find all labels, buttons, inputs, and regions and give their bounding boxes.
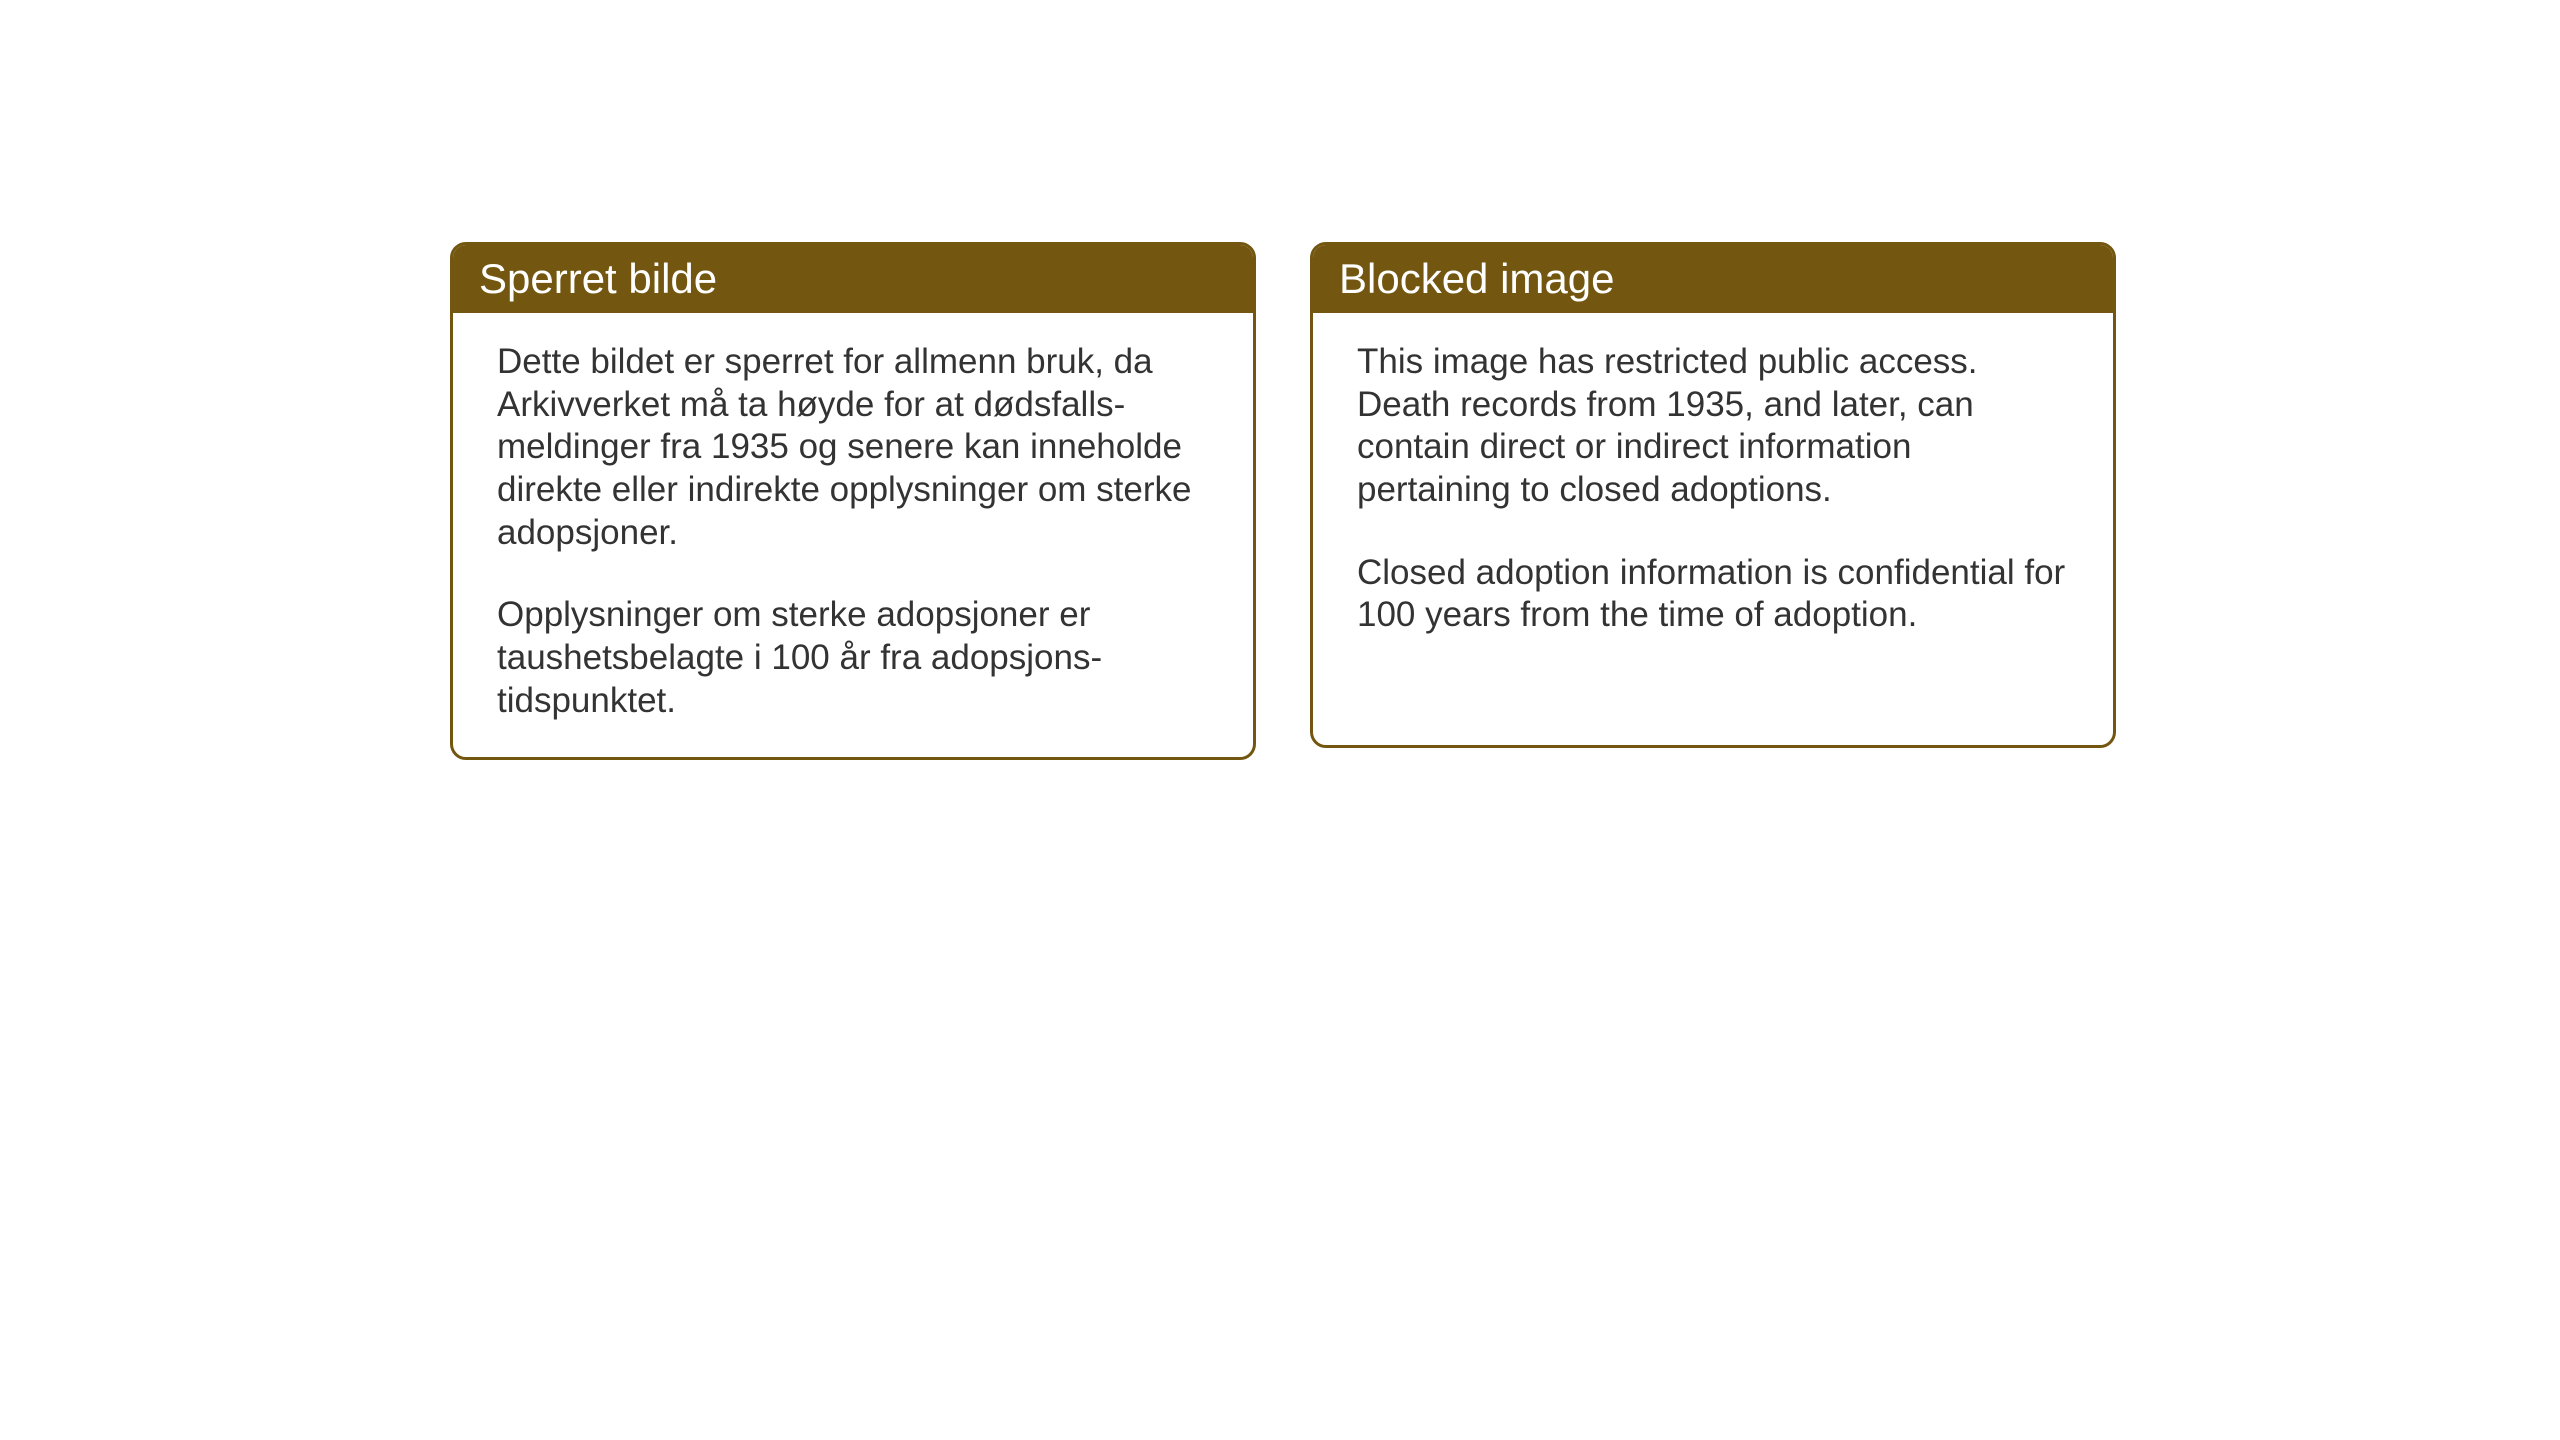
notice-body-norwegian: Dette bildet er sperret for allmenn bruk…: [453, 313, 1253, 757]
notice-header-english: Blocked image: [1313, 245, 2113, 313]
notice-container: Sperret bilde Dette bildet er sperret fo…: [450, 242, 2116, 760]
notice-paragraph2-norwegian: Opplysninger om sterke adopsjoner er tau…: [497, 594, 1209, 722]
notice-body-english: This image has restricted public access.…: [1313, 313, 2113, 671]
notice-title-norwegian: Sperret bilde: [479, 255, 717, 302]
notice-box-english: Blocked image This image has restricted …: [1310, 242, 2116, 748]
notice-box-norwegian: Sperret bilde Dette bildet er sperret fo…: [450, 242, 1256, 760]
notice-paragraph2-english: Closed adoption information is confident…: [1357, 552, 2069, 637]
notice-title-english: Blocked image: [1339, 255, 1614, 302]
notice-paragraph1-norwegian: Dette bildet er sperret for allmenn bruk…: [497, 341, 1209, 554]
notice-header-norwegian: Sperret bilde: [453, 245, 1253, 313]
notice-paragraph1-english: This image has restricted public access.…: [1357, 341, 2069, 512]
